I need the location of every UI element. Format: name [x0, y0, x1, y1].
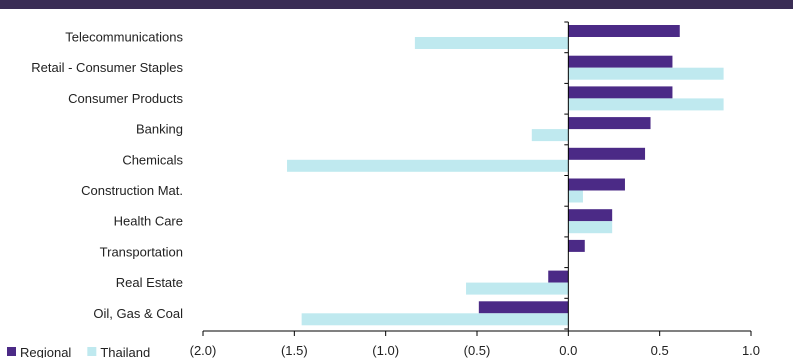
category-label: Consumer Products: [68, 91, 183, 106]
bar-regional-4: [568, 147, 646, 160]
bar-thailand-0: [414, 37, 569, 49]
category-label: Retail - Consumer Staples: [31, 60, 183, 75]
category-label: Construction Mat.: [81, 183, 183, 198]
bar-thailand-9: [301, 313, 569, 326]
category-label: Oil, Gas & Coal: [93, 306, 183, 321]
legend-swatch-thailand: [87, 347, 97, 356]
bar-thailand-6: [568, 221, 613, 234]
legend-label-thailand: Thailand: [100, 345, 150, 358]
category-label: Health Care: [114, 214, 183, 229]
category-label: Transportation: [100, 244, 183, 259]
bar-thailand-1: [568, 67, 724, 80]
bar-regional-1: [568, 55, 673, 68]
bar-regional-7: [568, 239, 585, 252]
bar-regional-2: [568, 86, 673, 99]
x-tick-label: (1.0): [372, 343, 399, 358]
bar-thailand-5: [568, 190, 583, 203]
bar-regional-6: [568, 209, 613, 222]
x-tick-label: 0.0: [559, 343, 577, 358]
bar-regional-8: [548, 270, 569, 283]
bar-thailand-3: [531, 129, 569, 142]
x-tick-label: 0.5: [651, 343, 669, 358]
bar-regional-3: [568, 117, 651, 130]
category-label: Banking: [136, 122, 183, 137]
bar-thailand-2: [568, 98, 724, 111]
bar-regional-0: [568, 25, 680, 37]
category-label: Telecommunications: [65, 30, 183, 45]
legend-swatch-regional: [7, 347, 16, 356]
x-tick-label: (0.5): [464, 343, 491, 358]
bar-regional-9: [478, 301, 569, 314]
header-rule: [0, 0, 793, 9]
x-tick-label: (2.0): [190, 343, 217, 358]
category-label: Real Estate: [116, 275, 183, 290]
x-tick-label: 1.0: [742, 343, 760, 358]
bar-regional-5: [568, 178, 625, 191]
x-tick-label: (1.5): [281, 343, 308, 358]
bar-thailand-4: [287, 159, 569, 172]
category-label: Chemicals: [122, 152, 183, 167]
legend-label-regional: Regional: [20, 345, 71, 358]
bar-thailand-8: [466, 282, 569, 295]
